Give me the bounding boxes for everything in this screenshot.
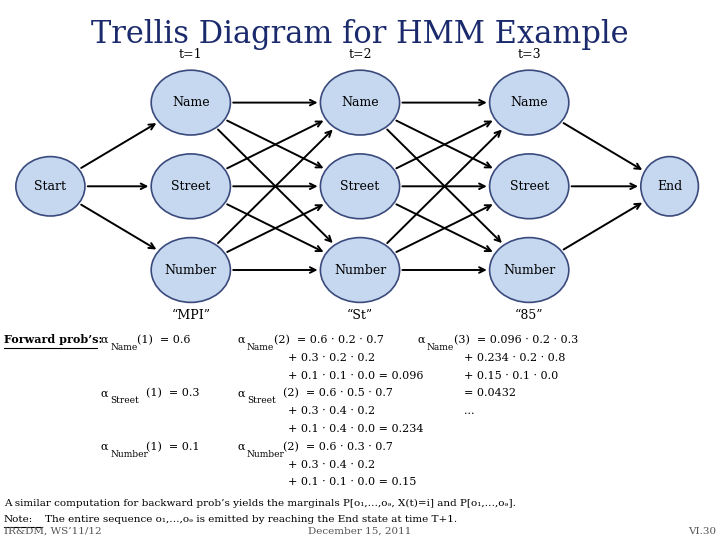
Ellipse shape (320, 154, 400, 219)
Text: + 0.3 · 0.2 · 0.2: + 0.3 · 0.2 · 0.2 (288, 353, 375, 363)
Ellipse shape (490, 154, 569, 219)
Text: Number: Number (165, 264, 217, 276)
Text: α: α (238, 388, 245, 399)
Text: Street: Street (247, 396, 276, 406)
Text: “MPI”: “MPI” (171, 309, 210, 322)
Text: + 0.1 · 0.1 · 0.0 = 0.096: + 0.1 · 0.1 · 0.0 = 0.096 (288, 370, 423, 381)
Text: Start: Start (35, 180, 66, 193)
Text: ...: ... (464, 406, 475, 416)
Text: + 0.3 · 0.4 · 0.2: + 0.3 · 0.4 · 0.2 (288, 406, 375, 416)
Text: Street: Street (510, 180, 549, 193)
Text: α: α (418, 335, 425, 345)
Text: Street: Street (171, 180, 210, 193)
Text: Forward prob’s:: Forward prob’s: (4, 334, 102, 345)
Text: December 15, 2011: December 15, 2011 (308, 526, 412, 536)
Ellipse shape (641, 157, 698, 216)
Text: Name: Name (427, 343, 454, 352)
Text: α: α (238, 335, 245, 345)
Text: (2)  = 0.6 · 0.3 · 0.7: (2) = 0.6 · 0.3 · 0.7 (283, 442, 393, 452)
Text: α: α (101, 442, 108, 452)
Text: t=3: t=3 (518, 48, 541, 60)
Text: “85”: “85” (515, 309, 544, 322)
Ellipse shape (151, 238, 230, 302)
Text: = 0.0432: = 0.0432 (464, 388, 516, 399)
Text: α: α (101, 335, 108, 345)
Ellipse shape (320, 70, 400, 135)
Text: α: α (101, 388, 108, 399)
Text: Number: Number (110, 450, 148, 459)
Text: + 0.234 · 0.2 · 0.8: + 0.234 · 0.2 · 0.8 (464, 353, 566, 363)
Ellipse shape (151, 70, 230, 135)
Text: Name: Name (341, 96, 379, 109)
Ellipse shape (490, 70, 569, 135)
Text: Street: Street (341, 180, 379, 193)
Text: Number: Number (503, 264, 555, 276)
Text: (1)  = 0.3: (1) = 0.3 (146, 388, 200, 399)
Text: + 0.3 · 0.4 · 0.2: + 0.3 · 0.4 · 0.2 (288, 460, 375, 470)
Text: Number: Number (334, 264, 386, 276)
Text: Name: Name (247, 343, 274, 352)
Text: “St”: “St” (347, 309, 373, 322)
Text: (2)  = 0.6 · 0.5 · 0.7: (2) = 0.6 · 0.5 · 0.7 (283, 388, 393, 399)
Text: + 0.1 · 0.4 · 0.0 = 0.234: + 0.1 · 0.4 · 0.0 = 0.234 (288, 424, 423, 434)
Text: t=2: t=2 (348, 48, 372, 60)
Text: Note:: Note: (4, 515, 33, 524)
Text: A similar computation for backward prob’s yields the marginals P[o₁,…,oₔ, X(t)=i: A similar computation for backward prob’… (4, 499, 516, 508)
Text: (1)  = 0.1: (1) = 0.1 (146, 442, 200, 452)
Text: Trellis Diagram for HMM Example: Trellis Diagram for HMM Example (91, 19, 629, 50)
Ellipse shape (16, 157, 85, 216)
Text: + 0.1 · 0.1 · 0.0 = 0.15: + 0.1 · 0.1 · 0.0 = 0.15 (288, 477, 416, 488)
Text: VI.30: VI.30 (688, 526, 716, 536)
Text: Number: Number (247, 450, 285, 459)
Text: Name: Name (172, 96, 210, 109)
Text: (3)  = 0.096 · 0.2 · 0.3: (3) = 0.096 · 0.2 · 0.3 (454, 335, 578, 345)
Text: Name: Name (510, 96, 548, 109)
Text: + 0.15 · 0.1 · 0.0: + 0.15 · 0.1 · 0.0 (464, 370, 559, 381)
Text: End: End (657, 180, 683, 193)
Text: α: α (238, 442, 245, 452)
Text: The entire sequence o₁,…,oₔ is emitted by reaching the End state at time T+1.: The entire sequence o₁,…,oₔ is emitted b… (45, 515, 456, 524)
Text: t=1: t=1 (179, 48, 202, 60)
Ellipse shape (320, 238, 400, 302)
Text: (2)  = 0.6 · 0.2 · 0.7: (2) = 0.6 · 0.2 · 0.7 (274, 335, 384, 345)
Text: IR&DM, WS’11/12: IR&DM, WS’11/12 (4, 526, 102, 536)
Ellipse shape (490, 238, 569, 302)
Text: Street: Street (110, 396, 139, 406)
Text: (1)  = 0.6: (1) = 0.6 (138, 335, 191, 345)
Text: Name: Name (110, 343, 138, 352)
Ellipse shape (151, 154, 230, 219)
